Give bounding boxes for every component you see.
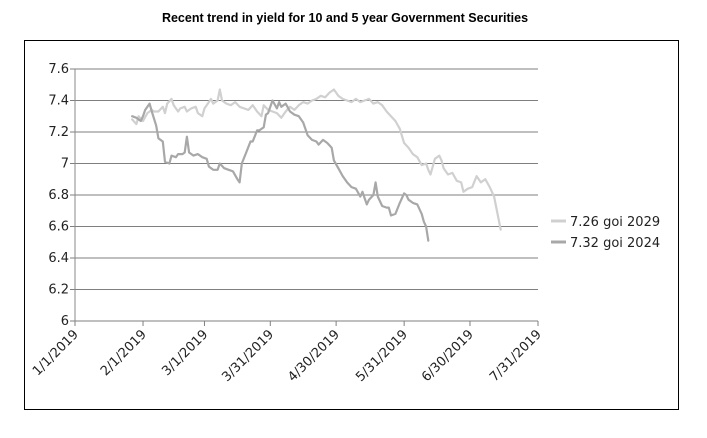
x-tick-label: 6/30/2019 <box>419 327 477 385</box>
x-tick-label: 4/30/2019 <box>285 327 343 385</box>
x-tick-label: 3/1/2019 <box>159 327 211 379</box>
x-tick-label: 5/31/2019 <box>353 327 411 385</box>
x-tick-label: 2/1/2019 <box>98 327 150 379</box>
y-tick-label: 6.4 <box>48 251 69 266</box>
chart-title: Recent trend in yield for 10 and 5 year … <box>161 11 529 25</box>
gridlines <box>70 68 538 322</box>
series-line-2 <box>131 99 430 242</box>
legend: 7.26 goi 2029 7.32 goi 2024 <box>551 215 660 251</box>
y-tick-labels: 7.6 7.4 7.2 7 6.8 6.6 6.4 6.2 6 <box>48 62 69 329</box>
series-lines <box>131 88 502 242</box>
y-tick-label: 6.6 <box>48 220 69 235</box>
y-tick-label: 6.2 <box>48 283 69 298</box>
legend-label: 7.32 goi 2024 <box>570 236 660 251</box>
chart-frame <box>24 40 679 410</box>
x-tick-labels: 1/1/2019 2/1/2019 3/1/2019 3/31/2019 4/30/20… <box>30 321 545 385</box>
series-line-1 <box>131 88 502 231</box>
y-tick-label: 6 <box>61 314 69 329</box>
legend-label: 7.26 goi 2029 <box>570 215 660 230</box>
y-tick-label: 7.2 <box>48 125 69 140</box>
x-tick-label: 3/31/2019 <box>219 327 277 385</box>
y-tick-label: 7.4 <box>48 94 69 109</box>
x-tick-label: 7/31/2019 <box>487 327 545 385</box>
x-tick-label: 1/1/2019 <box>30 327 82 379</box>
y-tick-label: 7 <box>61 157 69 172</box>
y-tick-label: 6.8 <box>48 188 69 203</box>
y-tick-label: 7.6 <box>48 62 69 77</box>
